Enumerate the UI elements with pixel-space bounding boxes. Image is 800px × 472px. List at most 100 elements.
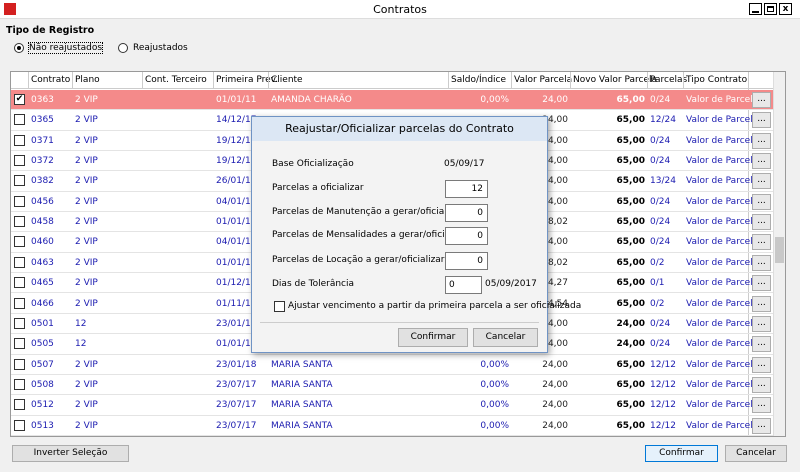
row-checkbox[interactable]: [14, 114, 25, 126]
row-checkbox[interactable]: [14, 317, 25, 329]
row-checkbox[interactable]: [14, 297, 25, 309]
column-separator: [268, 72, 269, 89]
row-button[interactable]: ...: [752, 275, 771, 292]
cell-novo-valor: 65,00: [616, 95, 645, 105]
row-checkbox[interactable]: [14, 155, 25, 167]
row-button[interactable]: ...: [752, 153, 771, 170]
maximize-button[interactable]: [764, 3, 777, 15]
row-button[interactable]: ...: [752, 173, 771, 190]
field-input[interactable]: 12: [445, 180, 488, 198]
row-checkbox[interactable]: [14, 358, 25, 370]
row-button[interactable]: ...: [752, 112, 771, 129]
row-button[interactable]: ...: [752, 132, 771, 149]
cell-parcelas: 0/24: [650, 156, 671, 167]
cell-novo-valor: 65,00: [616, 379, 645, 390]
cell-parcelas: 12/12: [650, 400, 676, 411]
cell-contrato: 0365: [31, 115, 54, 126]
field-input[interactable]: 0: [445, 227, 488, 245]
row-button[interactable]: ...: [752, 295, 771, 312]
row-checkbox[interactable]: [14, 378, 25, 390]
radio-label[interactable]: Reajustados: [133, 43, 188, 53]
row-button[interactable]: ...: [752, 234, 771, 251]
cell-novo-valor: 65,00: [616, 400, 645, 411]
row-checkbox[interactable]: [14, 195, 25, 207]
cell-valor-parcela: 24,00: [542, 379, 568, 390]
row-checkbox[interactable]: [14, 338, 25, 350]
radio-label[interactable]: Não reajustados: [27, 42, 104, 54]
cell-parcelas: 0/24: [650, 135, 671, 146]
row-button[interactable]: ...: [752, 214, 771, 231]
row-checkbox[interactable]: [14, 419, 25, 431]
row-checkbox[interactable]: [14, 236, 25, 248]
dialog-checkbox[interactable]: [274, 301, 285, 312]
cell-saldo: 0,00%: [480, 400, 509, 411]
cell-primeira-prev: 01/12/16: [216, 278, 257, 289]
row-button[interactable]: ...: [752, 376, 771, 393]
row-button[interactable]: ...: [752, 315, 771, 332]
grid-row[interactable]: 0512 2 VIP 23/07/17 MARIA SANTA 0,00% 24,00 65…: [11, 395, 773, 416]
row-checkbox[interactable]: [14, 256, 25, 268]
minimize-button[interactable]: [749, 3, 762, 15]
grid-row[interactable]: ✔ 0363 2 VIP 01/01/11 AMANDA CHARÃO 0,00% 24,0…: [11, 90, 773, 111]
row-checkbox[interactable]: ✔: [14, 94, 25, 105]
row-checkbox[interactable]: [14, 277, 25, 289]
checkbox-label[interactable]: Ajustar vencimento a partir da primeira …: [288, 301, 582, 311]
cell-plano: 12: [75, 318, 87, 329]
icon: [752, 11, 759, 13]
row-button[interactable]: ...: [752, 336, 771, 353]
cell-primeira-prev: 14/12/17: [216, 115, 257, 126]
cell-novo-valor: 65,00: [616, 359, 645, 370]
grid-row[interactable]: 0513 2 VIP 23/07/17 MARIA SANTA 0,00% 24,00 65…: [11, 416, 773, 436]
row-checkbox[interactable]: [14, 134, 25, 146]
cell-contrato: 0456: [31, 196, 54, 207]
cell-plano: 12: [75, 339, 87, 350]
window-title: Contratos: [373, 3, 427, 16]
cell-tipo: Valor de Parcela: [686, 359, 759, 370]
field-input[interactable]: 0: [445, 276, 482, 294]
title-bar: Contratos x: [0, 0, 800, 19]
cancel-button[interactable]: Cancelar: [725, 445, 787, 462]
column-header: Valor Parcela: [514, 75, 573, 85]
dialog-confirm-button[interactable]: Confirmar: [398, 328, 468, 347]
row-button[interactable]: ...: [752, 417, 771, 434]
cell-tipo: Valor de Parcela: [686, 257, 759, 268]
row-checkbox[interactable]: [14, 399, 25, 411]
grid-row[interactable]: 0505 12 01/01/13 24,00 24,00 0/24 Valor de Par…: [11, 334, 773, 355]
radio[interactable]: [118, 43, 128, 53]
cell-cliente: MARIA SANTA: [271, 359, 333, 370]
invert-selection-button[interactable]: Inverter Seleção: [12, 445, 129, 462]
grid-row[interactable]: 0507 2 VIP 23/01/18 MARIA SANTA 0,00% 24,00 65…: [11, 355, 773, 375]
cell-primeira-prev: 23/01/18: [216, 359, 257, 370]
column-separator: [142, 72, 143, 89]
cell-primeira-prev: 19/12/17: [216, 135, 257, 146]
cell-cliente: MARIA SANTA: [271, 379, 333, 390]
row-checkbox[interactable]: [14, 175, 25, 187]
cell-tipo: Valor de Parcela: [686, 318, 759, 329]
close-button[interactable]: x: [779, 3, 792, 15]
row-button[interactable]: ...: [752, 397, 771, 414]
confirm-button[interactable]: Confirmar: [645, 445, 718, 462]
cell-plano: 2 VIP: [75, 400, 98, 411]
cell-plano: 2 VIP: [75, 156, 98, 167]
cell-cliente: AMANDA CHARÃO: [271, 95, 352, 105]
cell-parcelas: 0/24: [650, 237, 671, 248]
row-button[interactable]: ...: [752, 193, 771, 210]
cell-parcelas: 12/12: [650, 359, 676, 370]
field-input[interactable]: 0: [445, 204, 488, 222]
scroll-thumb[interactable]: [775, 237, 784, 263]
cell-tipo: Valor de Parcela: [686, 115, 759, 126]
row-button[interactable]: ...: [752, 92, 771, 108]
cell-contrato: 0508: [31, 379, 54, 390]
cell-contrato: 0372: [31, 156, 54, 167]
row-checkbox[interactable]: [14, 216, 25, 228]
field-input[interactable]: 0: [445, 252, 488, 270]
cell-valor-parcela: 24,54: [542, 298, 568, 309]
grid-row[interactable]: 0508 2 VIP 23/07/17 MARIA SANTA 0,00% 24,00 65…: [11, 375, 773, 396]
row-button[interactable]: ...: [752, 254, 771, 271]
row-button[interactable]: ...: [752, 356, 771, 373]
cell-plano: 2 VIP: [75, 95, 98, 105]
dialog-cancel-button[interactable]: Cancelar: [473, 328, 538, 347]
cell-saldo: 0,00%: [480, 95, 509, 105]
cell-parcelas: 0/1: [650, 278, 665, 289]
cell-novo-valor: 65,00: [616, 420, 645, 431]
